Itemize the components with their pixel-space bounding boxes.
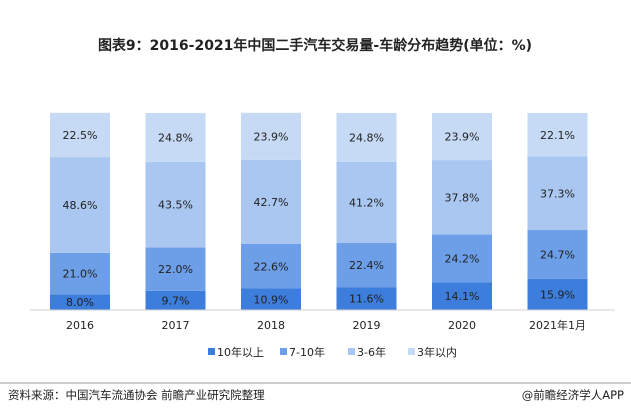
bar-segment <box>241 288 301 310</box>
data-label: 23.9% <box>254 130 289 143</box>
bar-segment <box>336 161 397 244</box>
data-label: 41.2% <box>349 196 384 209</box>
legend-label: 3-6年 <box>357 345 386 359</box>
data-label: 22.4% <box>349 259 384 272</box>
legend-swatch <box>280 348 287 355</box>
data-label: 24.7% <box>540 248 575 261</box>
legend-label: 10年以上 <box>217 345 264 359</box>
x-tick-label: 2017 <box>162 319 190 332</box>
bar-segment <box>527 156 588 231</box>
data-label: 11.6% <box>349 293 384 306</box>
data-label: 24.8% <box>158 131 193 144</box>
bar-segment <box>241 244 301 289</box>
bar-segment <box>432 113 492 161</box>
bar-segment <box>241 112 301 160</box>
data-label: 23.9% <box>445 131 480 144</box>
data-label: 24.2% <box>445 252 480 265</box>
x-tick-label: 2021年1月 <box>529 318 586 332</box>
bar-segment <box>145 290 206 310</box>
bar-segment <box>145 113 206 162</box>
chart-title: 图表9：2016-2021年中国二手汽车交易量-车龄分布趋势(单位：%) <box>98 37 532 54</box>
data-label: 22.5% <box>63 129 98 142</box>
x-tick-label: 2019 <box>353 319 381 332</box>
source-text: 资料来源：中国汽车流通协会 前瞻产业研究院整理 <box>8 388 265 402</box>
brand-text: @前瞻经济学人APP <box>522 388 624 402</box>
bar-segment <box>336 287 397 310</box>
data-label: 21.0% <box>63 268 98 281</box>
x-tick-label: 2018 <box>257 319 285 332</box>
bar-segment <box>432 234 492 283</box>
bar-segment <box>145 161 206 248</box>
bar-segment <box>50 157 110 253</box>
data-label: 22.1% <box>540 129 575 142</box>
bar-segment <box>527 230 588 279</box>
data-label: 10.9% <box>254 293 289 306</box>
data-label: 48.6% <box>63 199 98 212</box>
x-tick-label: 2020 <box>448 319 476 332</box>
bar-segment <box>145 247 206 291</box>
legend-swatch <box>208 348 215 355</box>
legend-label: 3年以内 <box>417 345 457 359</box>
data-label: 37.8% <box>445 191 480 204</box>
legend-label: 7-10年 <box>289 345 325 359</box>
data-label: 43.5% <box>158 199 193 212</box>
x-tick-label: 2016 <box>66 319 94 332</box>
bar-segment <box>527 278 588 310</box>
data-label: 15.9% <box>540 288 575 301</box>
bar-segment <box>336 113 397 162</box>
legend-swatch <box>408 348 415 355</box>
data-label: 22.0% <box>158 263 193 276</box>
bar-segment <box>50 294 110 310</box>
data-label: 37.3% <box>540 187 575 200</box>
data-label: 22.6% <box>254 260 289 273</box>
bar-segment <box>432 160 492 235</box>
data-label: 9.7% <box>162 294 190 307</box>
legend-swatch <box>348 348 355 355</box>
data-label: 24.8% <box>349 131 384 144</box>
bar-segment <box>527 113 588 157</box>
bar-segment <box>432 282 492 310</box>
bar-segment <box>50 112 110 158</box>
data-label: 8.0% <box>66 296 94 309</box>
data-label: 14.1% <box>445 290 480 303</box>
bar-segment <box>50 252 110 295</box>
data-label: 42.7% <box>254 196 289 209</box>
bar-segment <box>241 159 301 245</box>
bar-segment <box>336 243 397 288</box>
